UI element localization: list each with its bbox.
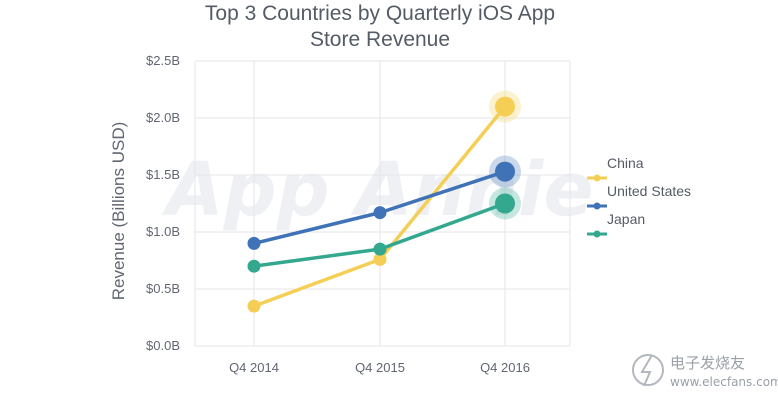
legend-label: Japan	[607, 211, 645, 227]
legend-item: United States	[587, 183, 691, 210]
legend-item: China	[587, 155, 644, 182]
series-layer	[247, 90, 521, 313]
y-tick-label: $0.0B	[146, 338, 180, 353]
legend-item: Japan	[587, 211, 645, 238]
data-point	[373, 206, 387, 220]
x-axis-ticks: Q4 2014 Q4 2015 Q4 2016	[229, 360, 530, 375]
source-url: www.elecfans.com	[670, 375, 778, 389]
chart-title-line-1: Top 3 Countries by Quarterly iOS App	[205, 2, 555, 25]
y-tick-label: $1.5B	[146, 167, 180, 182]
legend-swatch-dot	[593, 230, 601, 238]
legend-label: United States	[607, 183, 691, 199]
watermark: App Annie	[161, 147, 593, 233]
chart-title: Top 3 Countries by Quarterly iOS App Sto…	[205, 2, 555, 51]
series-united-states	[247, 155, 521, 250]
data-point	[373, 242, 387, 256]
y-axis-label: Revenue (Billions USD)	[109, 122, 128, 301]
x-tick-label: Q4 2014	[229, 360, 279, 375]
series-china	[247, 90, 521, 313]
legend-label: China	[607, 155, 644, 171]
legend-swatch-dot	[593, 202, 601, 210]
bolt-logo-icon	[632, 354, 664, 387]
y-tick-label: $0.5B	[146, 281, 180, 296]
data-point	[495, 96, 515, 117]
legend-swatch-dot	[593, 174, 601, 182]
x-tick-label: Q4 2015	[355, 360, 405, 375]
grid	[194, 60, 571, 347]
source-brand-name: 电子发烧友	[670, 354, 745, 372]
y-tick-label: $2.0B	[146, 110, 180, 125]
chart-title-line-2: Store Revenue	[310, 28, 450, 51]
y-tick-label: $1.0B	[146, 224, 180, 239]
data-point	[373, 252, 387, 266]
data-point	[495, 193, 515, 214]
y-tick-label: $2.5B	[146, 53, 180, 68]
data-point	[247, 299, 261, 313]
series-japan	[247, 187, 521, 273]
source-mark: 电子发烧友 www.elecfans.com	[632, 354, 778, 389]
legend: China United States Japan	[587, 155, 691, 238]
x-tick-label: Q4 2016	[480, 360, 530, 375]
y-axis-ticks: $0.0B $0.5B $1.0B $1.5B $2.0B $2.5B	[146, 53, 180, 353]
data-point	[247, 259, 261, 273]
data-point	[495, 161, 515, 182]
data-point	[247, 236, 261, 250]
